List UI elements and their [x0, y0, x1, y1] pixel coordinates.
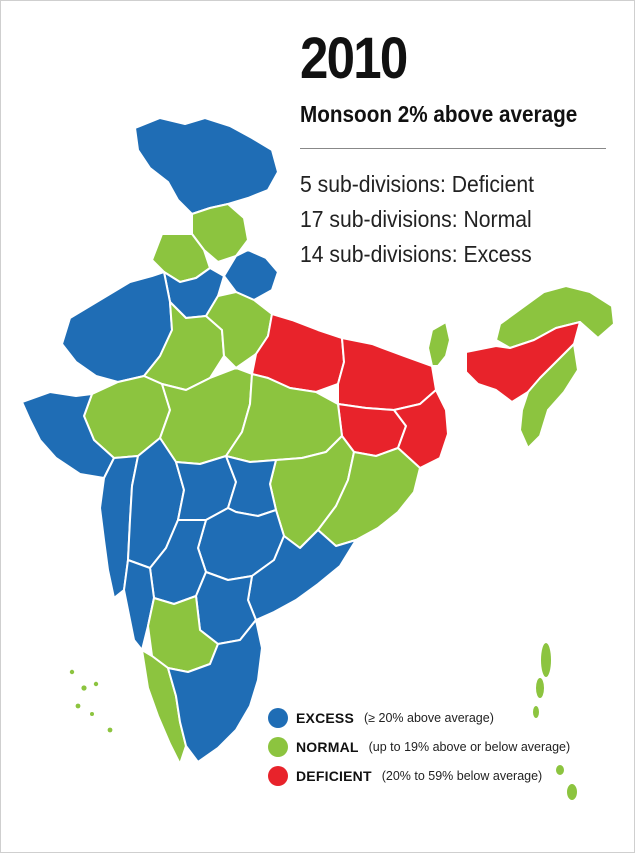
region-nicobar-2	[567, 784, 577, 800]
region-nmmt	[519, 343, 579, 449]
map-legend: EXCESS (≥ 20% above average) NORMAL (up …	[268, 703, 570, 790]
legend-label: NORMAL	[296, 738, 359, 755]
region-jammu-kashmir	[134, 117, 279, 215]
subdivision-stats: 5 sub-divisions: Deficient 17 sub-divisi…	[300, 170, 554, 275]
region-andaman-2	[536, 678, 544, 698]
region-gangetic-wb	[393, 389, 449, 469]
region-lakshadweep-2	[81, 685, 87, 691]
legend-swatch-normal	[268, 736, 288, 757]
legend-note: (20% to 59% below average)	[381, 768, 543, 783]
stat-deficient: 5 sub-divisions: Deficient	[300, 171, 535, 197]
region-lakshadweep-5	[90, 712, 94, 716]
region-lakshadweep-3	[93, 681, 99, 687]
legend-item-excess: EXCESS (≥ 20% above average)	[268, 703, 570, 732]
map-subtitle: Monsoon 2% above average	[300, 101, 578, 127]
legend-item-normal: NORMAL (up to 19% above or below average…	[268, 732, 570, 761]
legend-note: (up to 19% above or below average)	[368, 739, 571, 754]
region-lakshadweep-4	[75, 703, 81, 709]
legend-swatch-deficient	[268, 765, 288, 786]
region-lakshadweep-1	[69, 669, 75, 675]
year-title: 2010	[300, 26, 408, 91]
legend-note: (≥ 20% above average)	[364, 710, 494, 725]
region-shwb-sikkim	[427, 321, 451, 367]
legend-item-deficient: DEFICIENT (20% to 59% below average)	[268, 761, 570, 790]
region-nicobar-1	[556, 765, 564, 775]
region-tamil-nadu	[167, 619, 263, 763]
region-uttarakhand	[223, 249, 279, 301]
legend-swatch-excess	[268, 707, 288, 728]
stat-normal: 17 sub-divisions: Normal	[300, 206, 532, 232]
stat-excess: 14 sub-divisions: Excess	[300, 241, 532, 267]
legend-label: DEFICIENT	[296, 767, 372, 784]
title-divider	[300, 148, 606, 149]
region-andaman-1	[541, 643, 551, 677]
legend-label: EXCESS	[296, 709, 354, 726]
region-andaman-3	[533, 706, 539, 718]
region-lakshadweep-6	[107, 727, 113, 733]
region-bihar	[337, 337, 437, 411]
